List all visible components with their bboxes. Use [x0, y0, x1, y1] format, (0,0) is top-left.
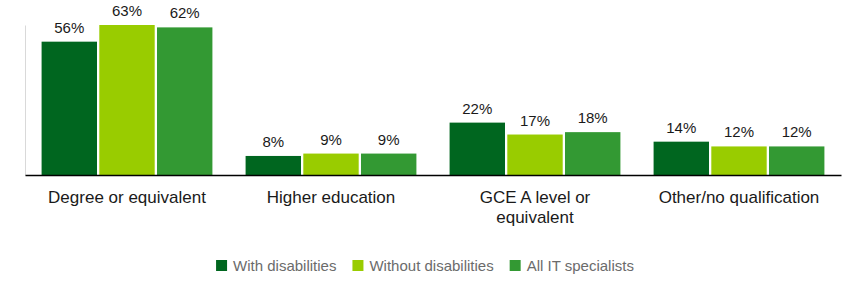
label-line: Other/no qualification: [659, 188, 820, 207]
data-label: 9%: [378, 131, 400, 148]
bar: [99, 25, 154, 175]
bar-series: [157, 27, 824, 175]
bar: [565, 132, 620, 175]
bar: [654, 142, 709, 175]
plot-area: [42, 25, 825, 175]
bar: [157, 27, 212, 175]
x-tick-label: Higher education: [267, 188, 396, 207]
legend-swatch: [216, 260, 227, 271]
bar: [769, 146, 824, 175]
bar-series: [99, 25, 766, 175]
data-label: 18%: [578, 109, 608, 126]
x-tick: Other/no qualification: [659, 188, 820, 207]
data-label: 22%: [462, 100, 492, 117]
x-tick: GCE A level orequivalent: [480, 188, 591, 227]
bar: [450, 123, 505, 175]
bar: [42, 42, 97, 175]
bar: [361, 154, 416, 175]
x-tick-label: Other/no qualification: [659, 188, 820, 207]
chart: 56% 8% 22% 14% 63% 9% 17% 12% 62% 9% 18% 12% Degree …: [0, 0, 850, 300]
bar: [507, 135, 562, 175]
x-axis: Degree or equivalent Higher education GCE …: [26, 176, 842, 227]
data-labels: 56% 8% 22% 14% 63% 9% 17% 12% 62% 9% 18% 12%: [54, 2, 811, 150]
legend-label: With disabilities: [233, 257, 336, 274]
legend: With disabilities Without disabilities All…: [216, 257, 634, 274]
label-line: GCE A level or: [480, 188, 591, 207]
legend-label: Without disabilities: [369, 257, 493, 274]
data-label: 9%: [320, 131, 342, 148]
data-label: 17%: [520, 112, 550, 129]
data-label: 56%: [54, 19, 84, 36]
legend-item: Without disabilities: [352, 257, 493, 274]
bar: [303, 154, 358, 175]
label-line: Higher education: [267, 188, 396, 207]
bar: [246, 156, 301, 175]
label-line: equivalent: [496, 208, 574, 227]
x-axis-line: [26, 175, 842, 177]
x-tick-label: GCE A level orequivalent: [480, 188, 591, 227]
y-axis: [25, 26, 26, 176]
legend-swatch: [510, 260, 521, 271]
legend-item: With disabilities: [216, 257, 336, 274]
data-label: 12%: [724, 123, 754, 140]
page: {"chart_data": { "type": "bar", "categor…: [0, 0, 850, 300]
data-label: 12%: [782, 123, 812, 140]
data-label: 62%: [170, 4, 200, 21]
data-label: 14%: [666, 119, 696, 136]
legend-swatch: [352, 260, 363, 271]
x-tick: Higher education: [267, 188, 396, 207]
data-label: 63%: [112, 2, 142, 19]
y-axis-line: [25, 26, 26, 176]
legend-item: All IT specialists: [510, 257, 634, 274]
data-label: 8%: [262, 133, 284, 150]
label-line: Degree or equivalent: [48, 188, 206, 207]
x-tick-label: Degree or equivalent: [48, 188, 206, 207]
x-tick: Degree or equivalent: [48, 188, 206, 207]
bar: [711, 146, 766, 175]
legend-label: All IT specialists: [527, 257, 634, 274]
